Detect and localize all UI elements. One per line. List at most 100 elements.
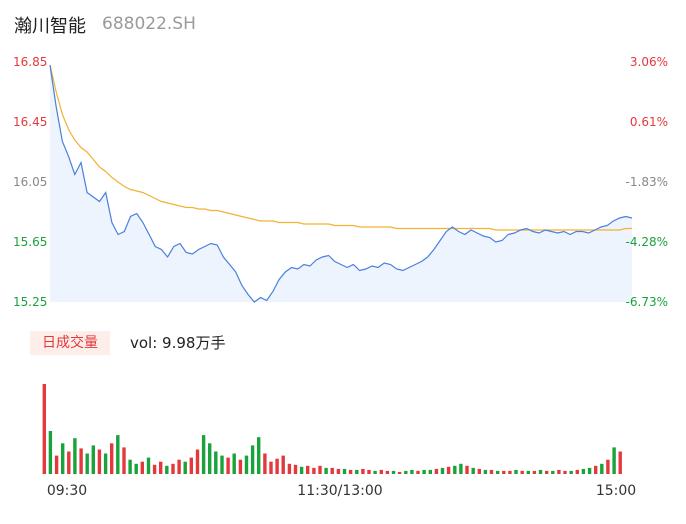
- y-right-label: 0.61%: [630, 115, 668, 129]
- volume-bar: [73, 438, 77, 474]
- volume-bar: [410, 469, 414, 474]
- x-tick-label: 09:30: [47, 483, 87, 499]
- volume-bar: [110, 443, 114, 474]
- volume-bar: [48, 431, 53, 474]
- volume-bar: [116, 435, 120, 474]
- volume-bar: [238, 459, 243, 474]
- stock-name: 瀚川智能: [14, 16, 86, 37]
- volume-bar: [336, 468, 341, 474]
- volume-bar: [54, 455, 59, 474]
- volume-bar: [269, 461, 273, 474]
- volume-bar: [453, 465, 457, 474]
- y-left-label: 15.25: [13, 295, 47, 309]
- volume-bar: [85, 453, 89, 474]
- x-tick-label: 11:30/13:00: [297, 483, 382, 499]
- y-right-label: -1.83%: [626, 175, 668, 189]
- volume-bar: [214, 451, 218, 474]
- volume-bar: [465, 465, 469, 474]
- volume-bar: [502, 470, 506, 474]
- volume-bar: [526, 470, 530, 474]
- y-axis-labels: 16.85 16.45 16.05 15.65 15.25 3.06% 0.61% -1.83…: [13, 55, 668, 309]
- volume-bar: [61, 443, 65, 474]
- volume-bar: [434, 468, 439, 474]
- volume-bar: [122, 447, 126, 474]
- volume-bar: [299, 466, 304, 474]
- volume-bar: [318, 465, 322, 474]
- volume-bar: [477, 468, 481, 474]
- volume-bar: [287, 463, 292, 474]
- y-left-label: 16.85: [13, 55, 47, 69]
- volume-bar: [226, 457, 230, 474]
- volume-bar: [606, 459, 610, 474]
- volume-bar: [422, 469, 426, 474]
- volume-bar: [428, 469, 432, 474]
- volume-bar: [496, 470, 500, 474]
- volume-bar: [171, 463, 175, 474]
- volume-bar: [275, 458, 279, 474]
- volume-bar: [281, 455, 285, 474]
- volume-bar: [103, 453, 108, 474]
- volume-bar: [538, 469, 543, 474]
- volume-bar: [324, 467, 328, 474]
- volume-bar: [569, 470, 573, 474]
- volume-bar: [489, 469, 494, 474]
- volume-bar: [404, 470, 408, 474]
- volume-bar: [391, 470, 396, 474]
- volume-bar: [520, 470, 524, 474]
- volume-bar: [575, 469, 579, 474]
- volume-bar: [551, 470, 555, 474]
- volume-bar: [140, 461, 144, 474]
- volume-bar: [97, 449, 102, 474]
- volume-bar: [146, 457, 151, 474]
- price-area: [50, 65, 632, 302]
- y-left-label: 15.65: [13, 235, 47, 249]
- volume-bar: [361, 468, 365, 474]
- volume-bar: [563, 470, 567, 474]
- volume-bar: [42, 384, 46, 474]
- volume-bar: [134, 463, 138, 474]
- price-line: [49, 64, 633, 303]
- volume-bar: [440, 467, 445, 474]
- volume-bar: [312, 467, 316, 474]
- volume-bar: [159, 461, 163, 474]
- volume-bar: [587, 467, 592, 474]
- volume-bar: [348, 469, 353, 474]
- volume-bar: [545, 470, 549, 474]
- volume-tag[interactable]: 日成交量: [30, 331, 110, 355]
- volume-bar: [330, 467, 334, 474]
- volume-bar: [79, 448, 83, 474]
- volume-bar: [232, 453, 236, 474]
- volume-bar: [397, 472, 402, 474]
- volume-bar: [220, 455, 224, 474]
- volume-bar: [177, 459, 181, 474]
- volume-bar: [373, 470, 377, 474]
- volume-bar: [385, 470, 390, 474]
- volume-bar: [293, 464, 298, 474]
- volume-bar: [201, 435, 206, 474]
- volume-bar: [471, 467, 475, 474]
- volume-bar: [612, 447, 616, 474]
- avg-price-line: [49, 64, 632, 231]
- volume-bar: [459, 463, 463, 474]
- volume-bar: [128, 459, 132, 474]
- y-left-label: 16.05: [13, 175, 47, 189]
- volume-bar: [532, 470, 537, 474]
- volume-bar: [514, 469, 518, 474]
- volume-bars: [42, 384, 622, 474]
- volume-bar: [152, 464, 157, 474]
- volume-bar: [195, 449, 200, 474]
- volume-bar: [446, 466, 451, 474]
- volume-bar: [244, 455, 249, 474]
- volume-bar: [508, 470, 512, 474]
- volume-bar: [67, 451, 71, 474]
- volume-bar: [355, 469, 359, 474]
- volume-bar: [208, 443, 212, 474]
- volume-bar: [557, 469, 561, 474]
- volume-bar: [600, 463, 604, 474]
- y-left-label: 16.45: [13, 115, 47, 129]
- y-right-label: -6.73%: [626, 295, 668, 309]
- volume-bar: [306, 465, 310, 474]
- volume-bar: [263, 453, 267, 474]
- volume-bar: [581, 468, 586, 474]
